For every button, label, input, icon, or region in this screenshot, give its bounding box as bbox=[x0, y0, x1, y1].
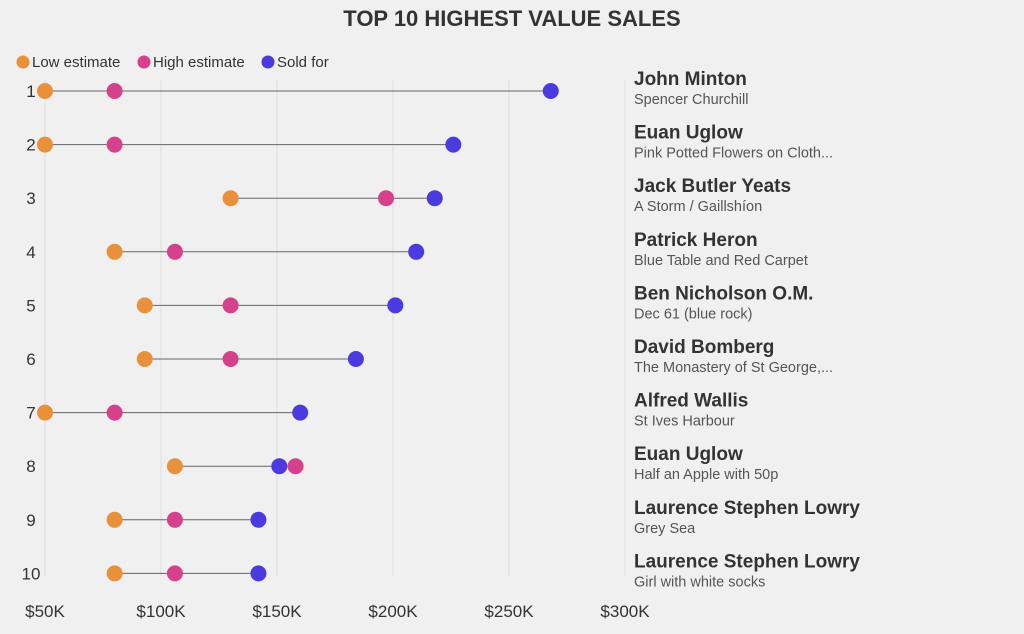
low-point bbox=[136, 351, 153, 367]
high-point bbox=[106, 136, 123, 153]
x-tick-label: $150K bbox=[252, 602, 302, 621]
legend-marker-low bbox=[16, 55, 30, 69]
artwork-title: The Monastery of St George,... bbox=[634, 360, 833, 376]
high-point bbox=[166, 565, 183, 582]
chart-row: 6 David Bomberg The Monastery of St George… bbox=[26, 337, 833, 376]
chart-row: 3 Jack Butler Yeats A Storm / Gaillshíon bbox=[26, 176, 791, 215]
sold-point bbox=[387, 297, 404, 314]
rank-label: 8 bbox=[26, 457, 35, 476]
x-axis-ticks: $50K $100K $150K $200K $250K $300K bbox=[25, 602, 650, 621]
sold-point bbox=[250, 511, 267, 528]
chart-row: 5 Ben Nicholson O.M. Dec 61 (blue rock) bbox=[26, 283, 813, 322]
artwork-title: Dec 61 (blue rock) bbox=[634, 306, 752, 322]
x-tick-label: $200K bbox=[368, 602, 418, 621]
artist-name: Laurence Stephen Lowry bbox=[634, 498, 860, 519]
low-point bbox=[136, 297, 153, 314]
legend-label-high: High estimate bbox=[153, 54, 245, 71]
artist-name: Jack Butler Yeats bbox=[634, 176, 791, 197]
artwork-title: Pink Potted Flowers on Cloth... bbox=[634, 146, 833, 162]
rank-label: 4 bbox=[26, 243, 35, 262]
chart-row: 4 Patrick Heron Blue Table and Red Carpet bbox=[26, 230, 808, 269]
legend-marker-high bbox=[137, 55, 151, 69]
chart-title: TOP 10 HIGHEST VALUE SALES bbox=[343, 6, 680, 31]
low-point bbox=[106, 511, 123, 528]
artist-name: David Bomberg bbox=[634, 337, 774, 358]
rank-label: 1 bbox=[26, 82, 35, 101]
low-point bbox=[166, 458, 183, 475]
artist-name: Laurence Stephen Lowry bbox=[634, 551, 860, 572]
artist-name: Euan Uglow bbox=[634, 444, 743, 465]
legend-marker-sold bbox=[261, 55, 275, 69]
high-point bbox=[106, 83, 123, 99]
high-point bbox=[166, 243, 183, 260]
low-point bbox=[106, 565, 123, 582]
x-tick-label: $250K bbox=[484, 602, 534, 621]
chart-row: 9 Laurence Stephen Lowry Grey Sea bbox=[26, 498, 860, 537]
legend-label-low: Low estimate bbox=[32, 54, 120, 71]
low-point bbox=[222, 190, 239, 207]
sold-point bbox=[445, 136, 462, 153]
x-tick-label: $100K bbox=[136, 602, 186, 621]
artwork-title: Spencer Churchill bbox=[634, 92, 748, 108]
legend-label-sold: Sold for bbox=[277, 54, 329, 71]
artwork-title: Girl with white socks bbox=[634, 574, 765, 590]
artist-name: Alfred Wallis bbox=[634, 391, 748, 412]
low-point bbox=[37, 404, 53, 421]
low-point bbox=[106, 243, 123, 260]
sold-point bbox=[347, 351, 364, 367]
sold-point bbox=[408, 243, 425, 260]
sold-point bbox=[426, 190, 443, 207]
artist-name: Euan Uglow bbox=[634, 123, 743, 144]
high-point bbox=[287, 458, 304, 475]
chart-row: 7 Alfred Wallis St Ives Harbour bbox=[26, 391, 748, 430]
chart-row: 8 Euan Uglow Half an Apple with 50p bbox=[26, 444, 778, 483]
rank-label: 5 bbox=[26, 296, 35, 315]
artist-name: Patrick Heron bbox=[634, 230, 758, 251]
artwork-title: Half an Apple with 50p bbox=[634, 467, 778, 483]
rank-label: 3 bbox=[26, 189, 35, 208]
chart-row: 2 Euan Uglow Pink Potted Flowers on Cloth.… bbox=[26, 123, 833, 162]
artist-name: Ben Nicholson O.M. bbox=[634, 283, 813, 304]
rank-label: 10 bbox=[22, 564, 41, 583]
high-point bbox=[222, 351, 239, 367]
low-point bbox=[37, 136, 53, 153]
artwork-title: A Storm / Gaillshíon bbox=[634, 199, 762, 215]
artwork-title: Grey Sea bbox=[634, 521, 696, 537]
gridlines bbox=[44, 80, 626, 576]
x-tick-label: $50K bbox=[25, 602, 65, 621]
legend: Low estimate High estimate Sold for bbox=[16, 54, 329, 71]
artist-name: John Minton bbox=[634, 69, 747, 90]
x-tick-label: $300K bbox=[600, 602, 650, 621]
chart-row: 1 John Minton Spencer Churchill bbox=[26, 69, 748, 108]
sold-point bbox=[292, 404, 309, 421]
chart-rows: 1 John Minton Spencer Churchill 2 Euan Uglow… bbox=[22, 69, 861, 590]
rank-label: 9 bbox=[26, 511, 35, 530]
high-point bbox=[166, 511, 183, 528]
rank-label: 6 bbox=[26, 350, 35, 369]
artwork-title: Blue Table and Red Carpet bbox=[634, 253, 808, 269]
sold-point bbox=[542, 83, 559, 99]
artwork-title: St Ives Harbour bbox=[634, 414, 735, 430]
high-point bbox=[222, 297, 239, 314]
rank-label: 2 bbox=[26, 136, 35, 155]
low-point bbox=[37, 83, 53, 99]
high-point bbox=[106, 404, 123, 421]
sold-point bbox=[250, 565, 267, 582]
chart-row: 10 Laurence Stephen Lowry Girl with white … bbox=[22, 551, 861, 590]
sold-point bbox=[271, 458, 288, 475]
rank-label: 7 bbox=[26, 404, 35, 423]
high-point bbox=[378, 190, 395, 207]
